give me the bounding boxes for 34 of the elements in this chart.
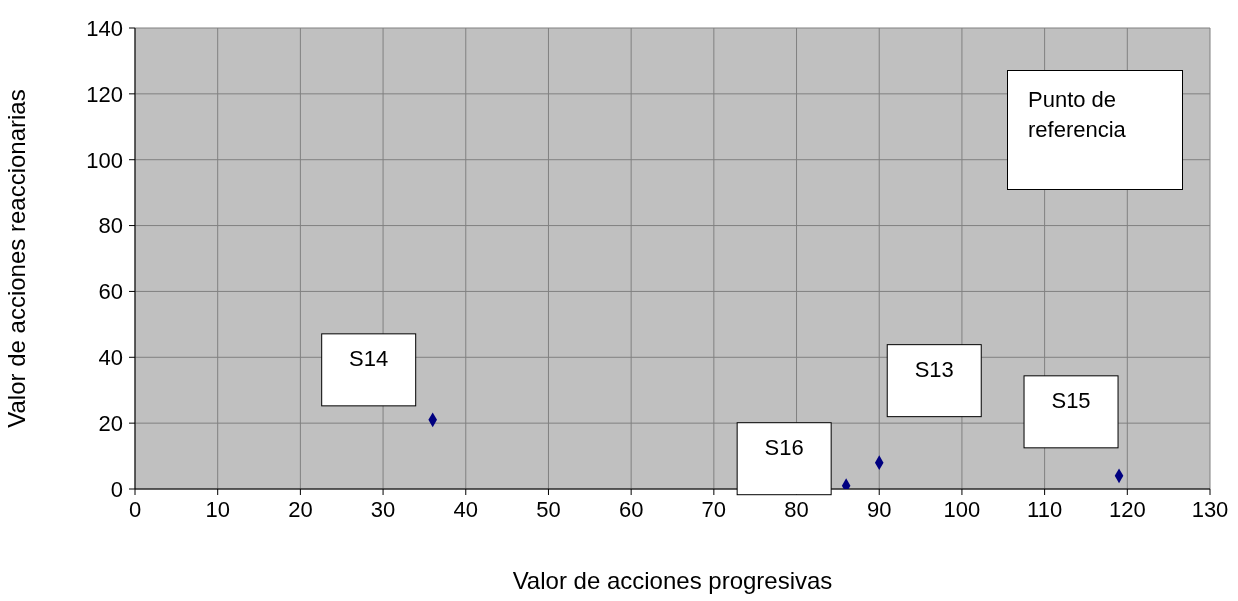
annotation: S16: [764, 434, 804, 460]
y-tick-label: 140: [86, 15, 123, 41]
text-box: Punto de referencia: [1007, 70, 1183, 190]
x-tick-label: 110: [1027, 496, 1063, 522]
annotation: S15: [1051, 387, 1091, 413]
x-tick-label: 100: [943, 496, 981, 522]
y-tick-label: 100: [86, 147, 123, 173]
annotation: S14: [349, 345, 389, 371]
x-tick-label: 50: [536, 496, 561, 522]
x-tick-label: 120: [1108, 496, 1146, 522]
y-tick-label: 60: [98, 279, 123, 305]
y-axis-title: Valor de acciones reaccionarias: [2, 89, 30, 428]
label-box: S15: [1023, 375, 1119, 449]
y-tick-label: 80: [98, 213, 123, 239]
x-tick-label: 90: [866, 496, 892, 522]
x-tick-label: 0: [128, 496, 142, 522]
x-tick-label: 10: [205, 496, 230, 522]
x-axis-title: Valor de acciones progresivas: [512, 567, 833, 594]
annotation: S13: [914, 356, 954, 382]
y-tick-label: 40: [98, 345, 123, 371]
label-box: S14: [321, 333, 417, 407]
x-tick-label: 20: [288, 496, 313, 522]
y-tick-label: 0: [110, 476, 123, 502]
x-tick-label: 70: [701, 496, 727, 522]
x-tick-label: 30: [370, 496, 396, 522]
x-tick-label: 130: [1191, 496, 1229, 522]
y-tick-label: 20: [98, 410, 123, 436]
x-tick-label: 80: [784, 496, 809, 522]
annotation: Punto de referencia: [1028, 86, 1127, 144]
x-tick-label: 40: [453, 496, 479, 522]
label-box: S16: [736, 422, 832, 496]
label-box: S13: [886, 344, 982, 418]
y-tick-label: 120: [86, 81, 123, 107]
x-tick-label: 60: [618, 496, 644, 522]
